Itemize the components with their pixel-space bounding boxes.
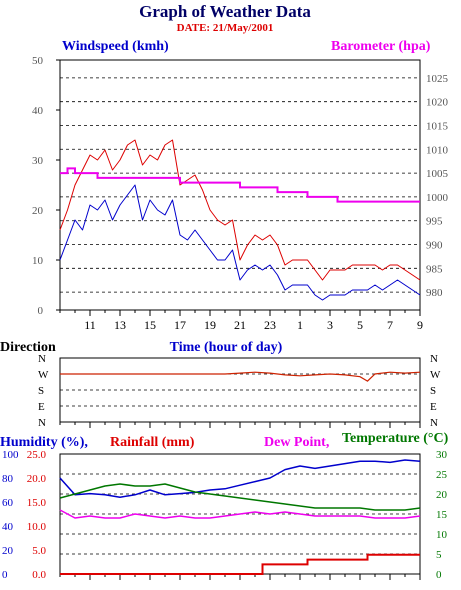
barometer-tick-label: 1015 [426,120,449,132]
temperature-tick-label: 0 [436,569,442,581]
rainfall-tick-label: 20.0 [27,473,47,485]
direction-tick-label: S [38,385,44,397]
temperature-line [59,483,421,511]
rainfall-line [60,553,420,575]
humidity-tick-label: 80 [2,473,14,485]
barometer-tick-label: 1025 [426,73,449,85]
direction-tick-label: N [38,417,46,429]
direction-tick-label-right: W [430,369,441,381]
time-tick-label: 1 [297,318,303,332]
temperature-tick-label: 25 [436,469,448,481]
direction-tick-label: E [38,401,45,413]
rainfall-tick-label: 15.0 [27,497,47,509]
humidity-axis-label: Humidity (%), [0,435,88,450]
barometer-tick-label: 1020 [426,97,449,109]
time-tick-label: 13 [114,318,126,332]
windspeed-tick-label: 30 [32,155,44,167]
direction-tick-label: W [38,369,49,381]
barometer-tick-label: 1010 [426,144,449,156]
humidity-tick-label: 40 [2,521,14,533]
direction-tick-label-right: N [430,353,438,365]
direction-line [60,371,421,382]
time-tick-label: 3 [327,318,333,332]
windspeed-tick-label: 50 [32,55,44,67]
temperature-tick-label: 5 [436,549,442,561]
time-axis-label: Time (hour of day) [170,340,283,355]
dewpoint-line [59,509,421,519]
rainfall-tick-label: 25.0 [27,449,47,461]
direction-axis-label: Direction [0,340,56,355]
rainfall-tick-label: 5.0 [32,545,46,557]
direction-tick-label-right: N [430,417,438,429]
temperature-tick-label: 30 [436,449,448,461]
windspeed-axis-label: Windspeed (kmh) [62,39,169,54]
temperature-tick-label: 15 [436,509,448,521]
direction-tick-label-right: S [430,385,436,397]
humidity-line [59,459,421,498]
time-tick-label: 19 [204,318,216,332]
windspeed-tick-label: 0 [38,305,44,317]
time-tick-label: 17 [174,318,186,332]
humidity-tick-label: 0 [2,569,8,581]
barometer-tick-label: 980 [426,287,443,299]
barometer-tick-label: 995 [426,216,443,228]
windspeed-line [59,184,421,301]
temperature-axis-label: Temperature (°C) [342,431,449,446]
direction-tick-label-right: E [430,401,437,413]
tick-layer: 9809859909951000100510101015102010250102… [2,55,449,581]
chart-date: DATE: 21/May/2001 [177,22,274,34]
time-tick-label: 21 [234,318,246,332]
barometer-tick-label: 1000 [426,192,449,204]
windspeed-tick-label: 20 [32,205,44,217]
chart-title: Graph of Weather Data [139,2,311,21]
humidity-tick-label: 20 [2,545,14,557]
grid-layer [60,77,420,575]
rainfall-tick-label: 0.0 [32,569,46,581]
windspeed-tick-label: 40 [32,105,44,117]
dewpoint-axis-label: Dew Point, [264,435,329,450]
gust-line [59,139,421,281]
humidity-tick-label: 100 [2,449,19,461]
windspeed-tick-label: 10 [32,255,44,267]
humidity-tick-label: 60 [2,497,14,509]
time-tick-label: 11 [84,318,96,332]
rainfall-axis-label: Rainfall (mm) [110,435,195,450]
time-tick-label: 23 [264,318,276,332]
series-layer [59,139,421,575]
barometer-axis-label: Barometer (hpa) [331,39,431,54]
barometer-line [60,167,420,203]
rainfall-tick-label: 10.0 [27,521,47,533]
time-tick-label: 9 [417,318,423,332]
barometer-tick-label: 1005 [426,168,449,180]
time-tick-label: 7 [387,318,393,332]
time-tick-label: 5 [357,318,363,332]
time-tick-label: 15 [144,318,156,332]
direction-tick-label: N [38,353,46,365]
barometer-tick-label: 985 [426,263,443,275]
barometer-tick-label: 990 [426,240,443,252]
temperature-tick-label: 10 [436,529,448,541]
temperature-tick-label: 20 [436,489,448,501]
